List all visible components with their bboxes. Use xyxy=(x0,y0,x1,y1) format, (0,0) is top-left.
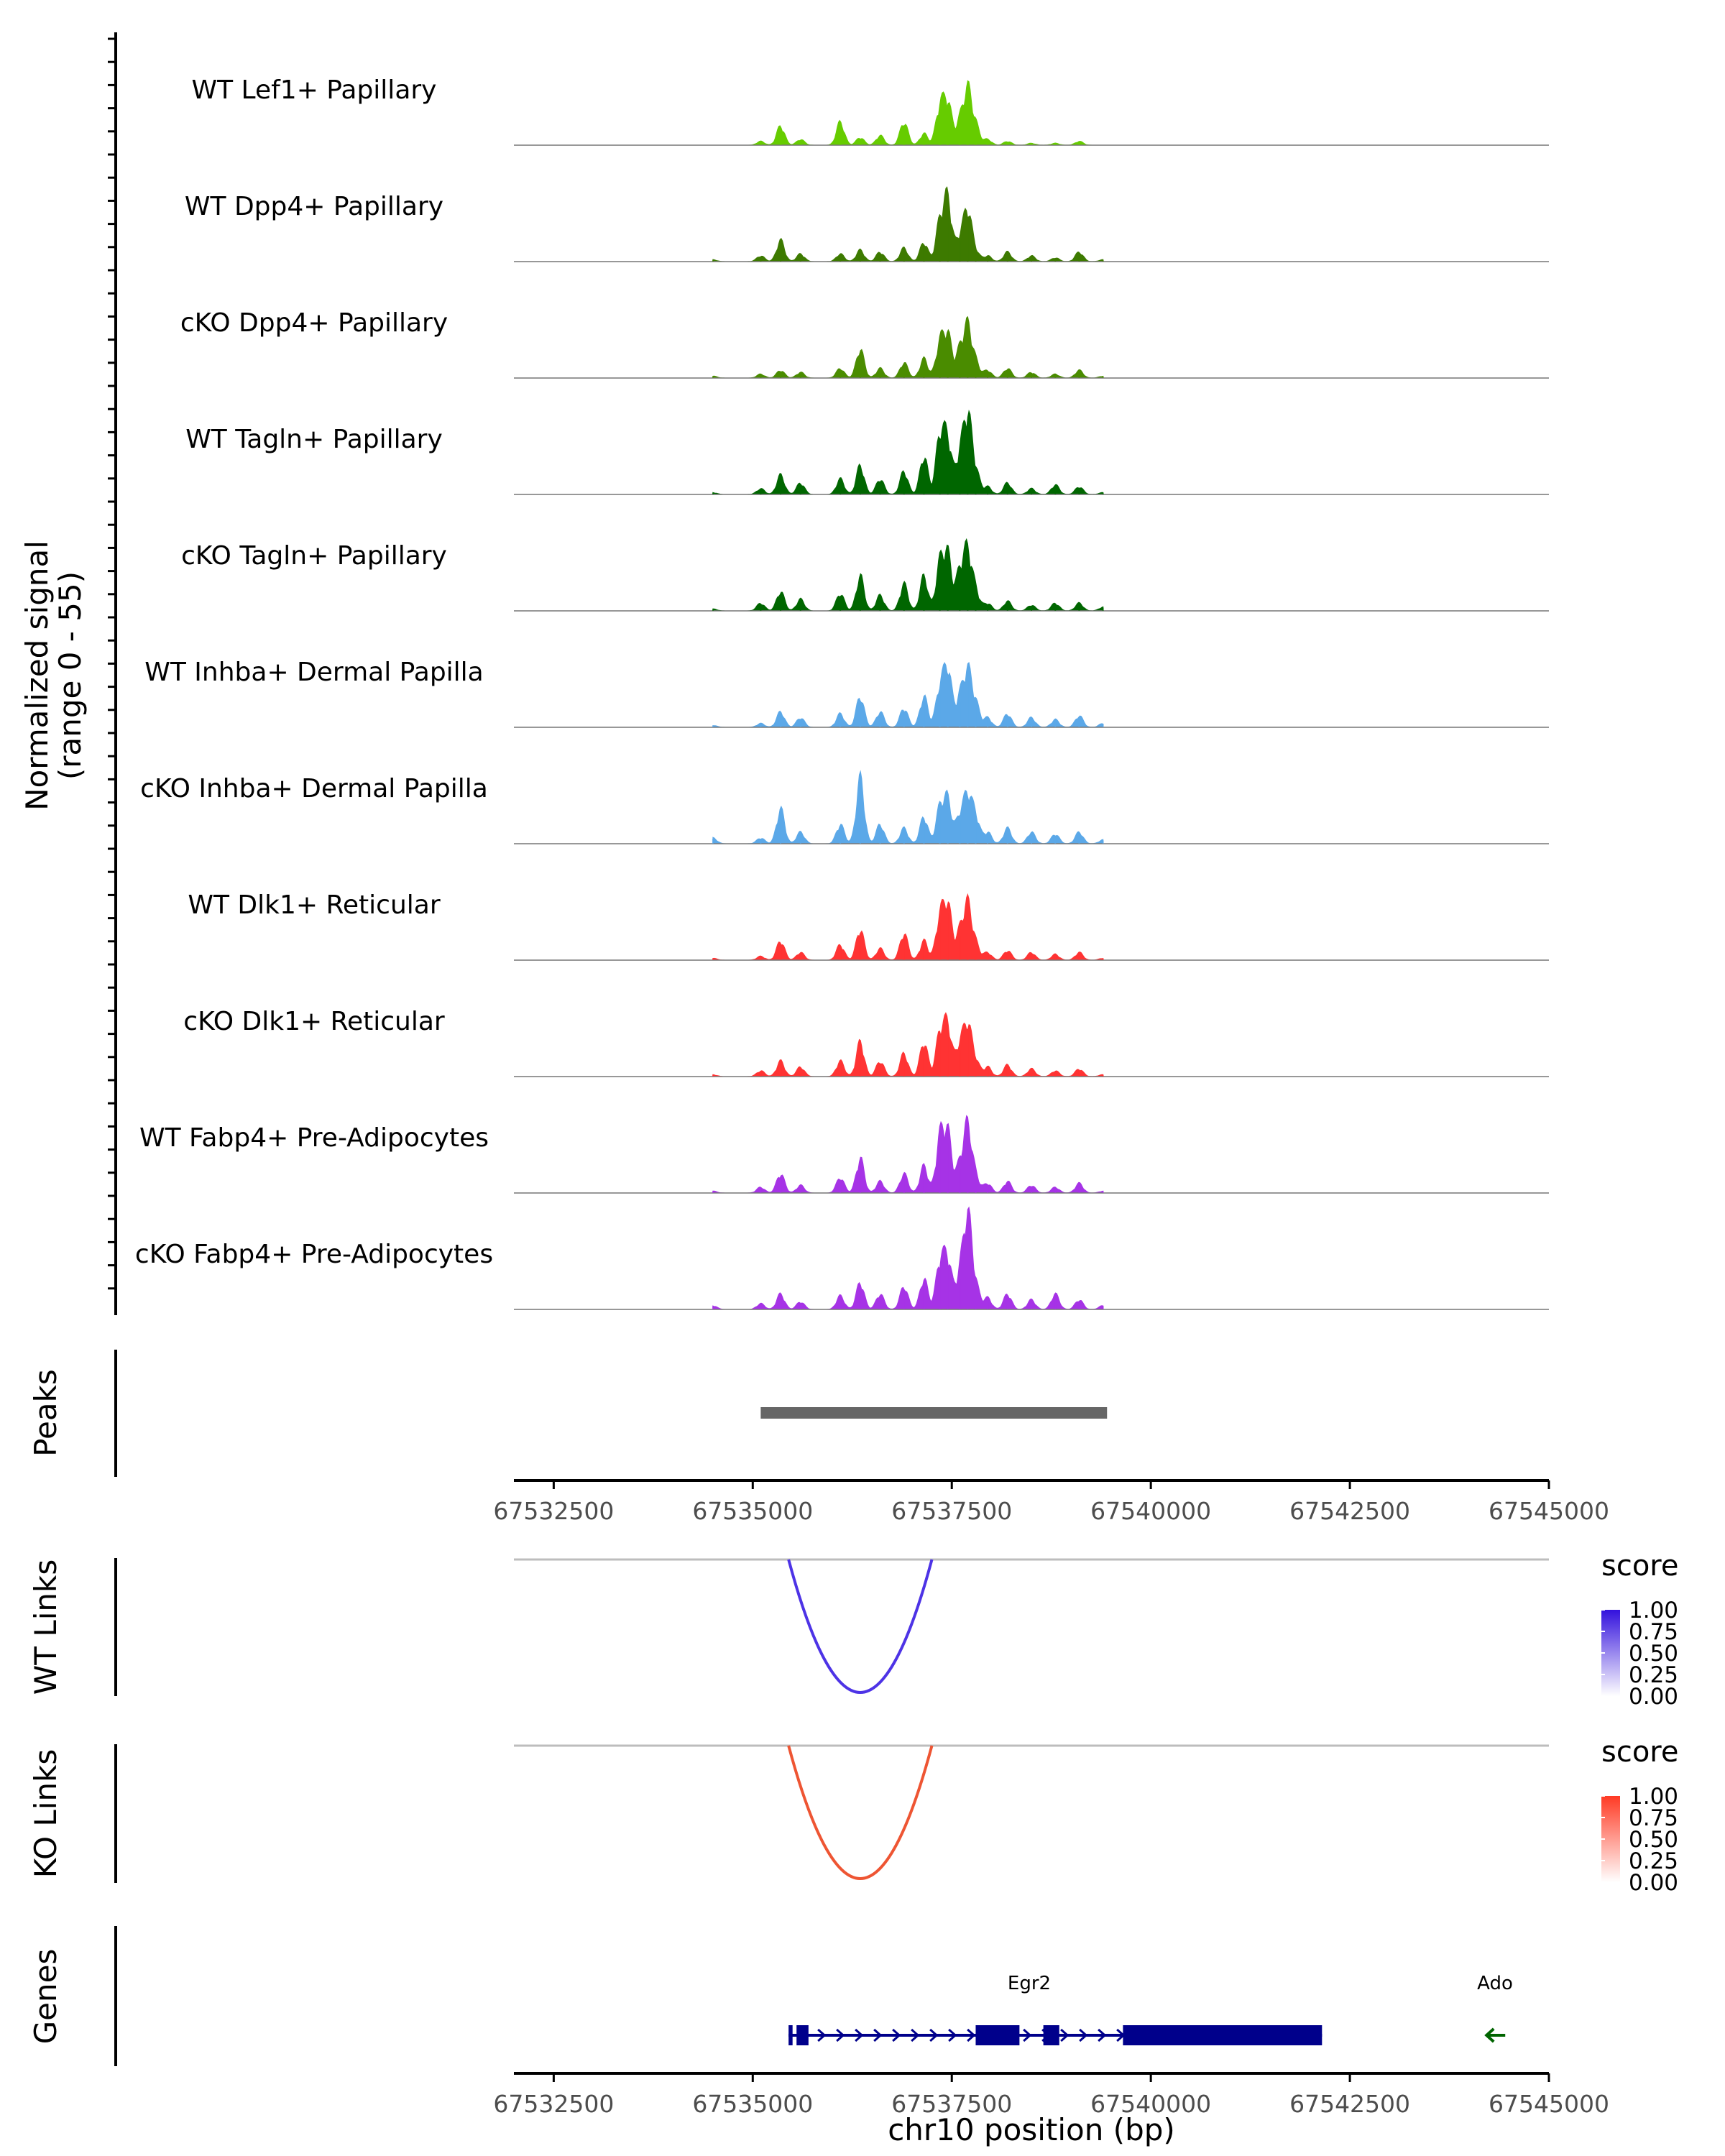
gene-strand-arrow-egr2 xyxy=(1079,2028,1088,2042)
genes-x-axis-tick-label: 67540000 xyxy=(1090,2090,1211,2118)
wt-link-arc xyxy=(787,1559,934,1694)
coverage-area-cko-inhba-dermal-papilla xyxy=(712,770,1104,844)
genes-x-axis-tick-label: 67545000 xyxy=(1489,2090,1609,2118)
gene-label-ado: Ado xyxy=(1477,1973,1513,1994)
peak-bar xyxy=(760,1407,1108,1419)
gene-strand-arrow-egr2 xyxy=(873,2028,883,2042)
gene-strand-arrow-egr2 xyxy=(1023,2028,1032,2042)
peaks-x-axis-tick-label: 67540000 xyxy=(1090,1497,1211,1525)
gene-strand-arrow-egr2 xyxy=(817,2028,827,2042)
gene-strand-arrow-egr2 xyxy=(948,2028,957,2042)
peaks-x-axis-tick-label: 67545000 xyxy=(1489,1497,1609,1525)
track-label-cko-inhba-dermal-papilla: cKO Inhba+ Dermal Papilla xyxy=(140,774,488,803)
gene-strand-arrow-ado xyxy=(1484,2027,1495,2043)
coverage-y-axis-label: Normalized signal xyxy=(19,540,55,811)
coverage-area-wt-fabp4-pre-adipocytes xyxy=(712,1115,1104,1194)
gene-exon-egr2 xyxy=(788,2025,793,2045)
gene-exon-egr2 xyxy=(1123,2025,1322,2045)
track-label-wt-lef1-papillary: WT Lef1+ Papillary xyxy=(192,75,437,105)
coverage-area-wt-dlk1-reticular xyxy=(712,893,1104,961)
ko-score-legend-tick-label: 0.75 xyxy=(1629,1805,1678,1831)
coverage-area-cko-dlk1-reticular xyxy=(712,1012,1104,1077)
wt-links-label: WT Links xyxy=(28,1560,63,1695)
ko-score-legend-title: score xyxy=(1601,1736,1678,1769)
coverage-area-wt-inhba-dermal-papilla xyxy=(712,662,1104,728)
peaks-x-axis-tick-label: 67532500 xyxy=(493,1497,614,1525)
wt-score-legend-tick-label: 0.25 xyxy=(1629,1662,1678,1688)
ko-score-legend-tick-label: 0.50 xyxy=(1629,1827,1678,1853)
gene-label-egr2: Egr2 xyxy=(1008,1973,1051,1994)
gene-exon-egr2 xyxy=(1043,2025,1059,2045)
track-label-wt-dlk1-reticular: WT Dlk1+ Reticular xyxy=(188,890,440,920)
gene-strand-arrow-egr2 xyxy=(892,2028,901,2042)
gene-exon-egr2 xyxy=(796,2025,809,2045)
peaks-x-axis-tick-label: 67542500 xyxy=(1289,1497,1410,1525)
track-label-wt-inhba-dermal-papilla: WT Inhba+ Dermal Papilla xyxy=(144,658,483,687)
track-label-wt-tagln-papillary: WT Tagln+ Papillary xyxy=(185,425,443,454)
wt-score-legend-tick-label: 0.50 xyxy=(1629,1641,1678,1667)
wt-score-legend-tick-label: 0.00 xyxy=(1629,1684,1678,1710)
coverage-area-cko-tagln-papillary xyxy=(712,538,1104,612)
wt-score-legend-title: score xyxy=(1601,1549,1678,1583)
gene-strand-arrow-egr2 xyxy=(855,2028,864,2042)
ko-link-arc xyxy=(787,1745,934,1880)
coverage-y-axis-range: (range 0 - 55) xyxy=(52,571,88,780)
track-label-cko-dpp4-papillary: cKO Dpp4+ Papillary xyxy=(180,308,448,338)
coverage-area-wt-dpp4-papillary xyxy=(712,186,1104,262)
wt-score-legend-tick-label: 1.00 xyxy=(1629,1598,1678,1623)
coverage-area-cko-fabp4-pre-adipocytes xyxy=(712,1206,1104,1310)
genes-x-axis-tick-label: 67537500 xyxy=(891,2090,1012,2118)
ko-score-legend-tick-label: 0.00 xyxy=(1629,1870,1678,1896)
gene-strand-arrow-egr2 xyxy=(1098,2028,1107,2042)
ko-links-label: KO Links xyxy=(28,1749,63,1879)
ko-score-legend-tick-label: 0.25 xyxy=(1629,1848,1678,1874)
genes-label: Genes xyxy=(28,1949,63,2045)
x-axis-title: chr10 position (bp) xyxy=(888,2112,1175,2147)
genes-x-axis-tick-label: 67532500 xyxy=(493,2090,614,2118)
genes-x-axis-tick-label: 67535000 xyxy=(692,2090,813,2118)
gene-strand-arrow-egr2 xyxy=(911,2028,920,2042)
gene-strand-arrow-egr2 xyxy=(836,2028,845,2042)
track-label-cko-dlk1-reticular: cKO Dlk1+ Reticular xyxy=(183,1007,445,1036)
gene-strand-arrow-egr2 xyxy=(967,2028,976,2042)
ko-score-legend-tick-label: 1.00 xyxy=(1629,1784,1678,1810)
track-label-cko-tagln-papillary: cKO Tagln+ Papillary xyxy=(181,541,447,571)
gene-strand-arrow-egr2 xyxy=(1060,2028,1070,2042)
peaks-x-axis-tick-label: 67537500 xyxy=(891,1497,1012,1525)
coverage-area-wt-lef1-papillary xyxy=(712,80,1103,146)
coverage-area-cko-dpp4-papillary xyxy=(712,315,1104,379)
wt-score-legend-tick-label: 0.75 xyxy=(1629,1619,1678,1645)
genes-x-axis-tick-label: 67542500 xyxy=(1289,2090,1410,2118)
gene-exon-egr2 xyxy=(975,2025,1020,2045)
track-label-wt-fabp4-pre-adipocytes: WT Fabp4+ Pre-Adipocytes xyxy=(139,1123,489,1153)
track-label-cko-fabp4-pre-adipocytes: cKO Fabp4+ Pre-Adipocytes xyxy=(135,1240,493,1269)
peaks-label: Peaks xyxy=(28,1369,63,1457)
peaks-x-axis-tick-label: 67535000 xyxy=(692,1497,813,1525)
coverage-area-wt-tagln-papillary xyxy=(712,410,1104,495)
track-label-wt-dpp4-papillary: WT Dpp4+ Papillary xyxy=(185,192,443,221)
gene-strand-arrow-egr2 xyxy=(929,2028,939,2042)
